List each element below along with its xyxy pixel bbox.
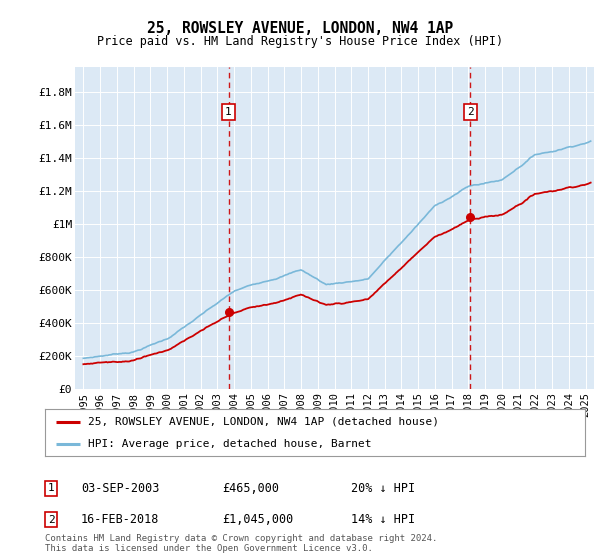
Text: 25, ROWSLEY AVENUE, LONDON, NW4 1AP (detached house): 25, ROWSLEY AVENUE, LONDON, NW4 1AP (det…	[88, 417, 439, 427]
Text: 16-FEB-2018: 16-FEB-2018	[81, 513, 160, 526]
Text: Contains HM Land Registry data © Crown copyright and database right 2024.
This d: Contains HM Land Registry data © Crown c…	[45, 534, 437, 553]
Text: £465,000: £465,000	[222, 482, 279, 495]
Text: 03-SEP-2003: 03-SEP-2003	[81, 482, 160, 495]
Text: 2: 2	[47, 515, 55, 525]
Text: 20% ↓ HPI: 20% ↓ HPI	[351, 482, 415, 495]
Text: 25, ROWSLEY AVENUE, LONDON, NW4 1AP: 25, ROWSLEY AVENUE, LONDON, NW4 1AP	[147, 21, 453, 36]
Text: £1,045,000: £1,045,000	[222, 513, 293, 526]
Text: 14% ↓ HPI: 14% ↓ HPI	[351, 513, 415, 526]
Text: 1: 1	[225, 107, 232, 117]
Text: Price paid vs. HM Land Registry's House Price Index (HPI): Price paid vs. HM Land Registry's House …	[97, 35, 503, 48]
Text: 2: 2	[467, 107, 474, 117]
Text: 1: 1	[47, 483, 55, 493]
Text: HPI: Average price, detached house, Barnet: HPI: Average price, detached house, Barn…	[88, 438, 372, 449]
